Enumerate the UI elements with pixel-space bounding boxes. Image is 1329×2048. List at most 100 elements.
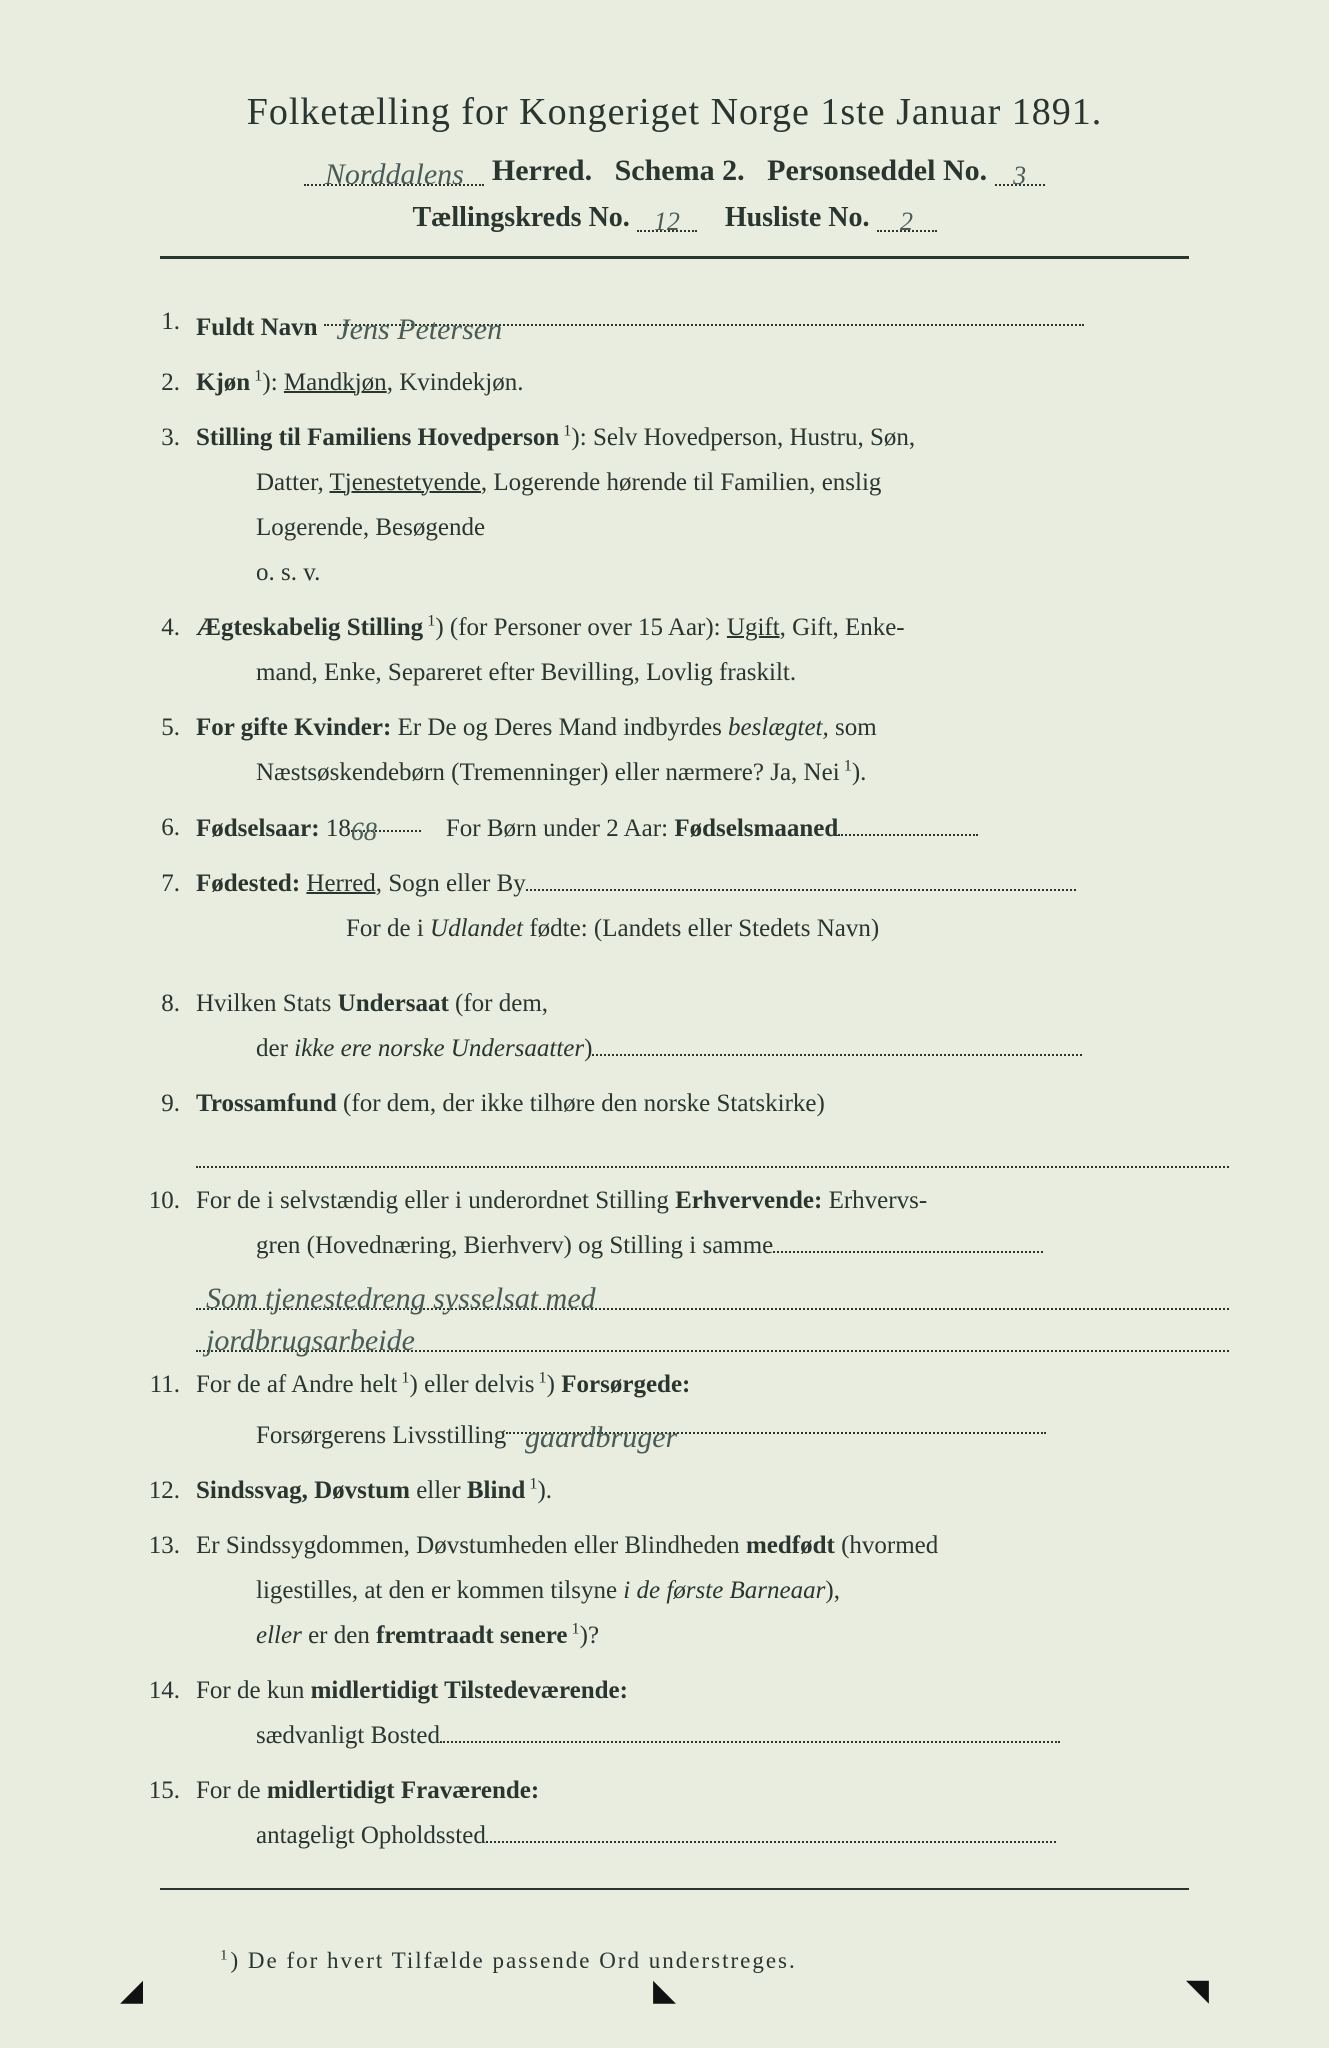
husliste-no-handwriting: 2 — [900, 207, 913, 236]
pin-icon: ◥ — [1186, 1973, 1209, 2008]
q7-opt-herred: Herred, — [306, 870, 382, 897]
q11-hand: gaardbruger — [525, 1421, 677, 1454]
q13-line2: ligestilles, at den er kommen tilsyne i … — [196, 1568, 1229, 1613]
q3-row: 3. Stilling til Familiens Hovedperson 1)… — [120, 415, 1229, 595]
q5-row: 5. For gifte Kvinder: Er De og Deres Man… — [120, 705, 1229, 795]
husliste-no-field: 2 — [877, 202, 937, 232]
q2-row: 2. Kjøn 1): Mandkjøn, Kvindekjøn. — [120, 360, 1229, 405]
q10-label: Erhvervende: — [675, 1187, 822, 1214]
q4-label: Ægteskabelig Stilling — [196, 614, 423, 641]
q2-num: 2. — [120, 360, 196, 405]
q6-month-field — [838, 809, 978, 836]
q13-num: 13. — [120, 1523, 196, 1658]
q14-row: 14. For de kun midlertidigt Tilstedevære… — [120, 1668, 1229, 1758]
person-no-field: 3 — [995, 154, 1045, 186]
q5-line2: Næstsøskendebørn (Tremenninger) eller næ… — [196, 750, 1229, 795]
header-rule — [160, 256, 1189, 259]
q12-num: 12. — [120, 1468, 196, 1513]
q8-row: 8. Hvilken Stats Undersaat (for dem, der… — [120, 981, 1229, 1071]
q7-line2: For de i Udlandet fødte: (Landets eller … — [196, 906, 1229, 951]
q3-line4: o. s. v. — [196, 550, 1229, 595]
q9-num: 9. — [120, 1081, 196, 1168]
q3-line3: Logerende, Besøgende — [196, 505, 1229, 550]
form-body: 1. Fuldt Navn Jens Petersen 2. Kjøn 1): … — [120, 299, 1229, 1981]
q8-label: Undersaat — [338, 990, 449, 1017]
pin-icon: ◣ — [653, 1973, 676, 2008]
q4-row: 4. Ægteskabelig Stilling 1) (for Persone… — [120, 605, 1229, 695]
form-header: Folketælling for Kongeriget Norge 1ste J… — [120, 90, 1229, 259]
schema-label: Schema 2. — [615, 154, 745, 187]
q6-year-field: 68 — [351, 805, 421, 832]
q15-label: midlertidigt Fraværende: — [267, 1777, 539, 1804]
q12-row: 12. Sindssvag, Døvstum eller Blind 1). — [120, 1468, 1229, 1513]
q5-num: 5. — [120, 705, 196, 795]
q4-num: 4. — [120, 605, 196, 695]
q1-num: 1. — [120, 299, 196, 350]
q13-row: 13. Er Sindssygdommen, Døvstumheden elle… — [120, 1523, 1229, 1658]
q6-label2: Fødselsmaaned — [674, 815, 838, 842]
q2-label: Kjøn — [196, 369, 250, 396]
q4-opt-ugift: Ugift, — [727, 614, 786, 641]
pin-icon: ◢ — [120, 1973, 143, 2008]
q12-label: Sindssvag, Døvstum — [196, 1477, 410, 1504]
q14-field — [440, 1716, 1060, 1743]
herred-label: Herred. — [492, 154, 592, 187]
q14-label: midlertidigt Tilstedeværende: — [311, 1677, 628, 1704]
personseddel-label: Personseddel No. — [767, 154, 987, 187]
q10-hand1: Som tjenestedreng sysselsat med — [206, 1272, 596, 1314]
kreds-no-field: 12 — [637, 202, 697, 232]
q10-line2: gren (Hovednæring, Bierhverv) og Stillin… — [196, 1223, 1229, 1268]
q7-num: 7. — [120, 861, 196, 951]
subsubtitle-line: Tællingskreds No. 12 Husliste No. 2 — [120, 202, 1229, 234]
q11-num: 11. — [120, 1362, 196, 1458]
q11-field: gaardbruger — [506, 1407, 1046, 1434]
q11-line2: Forsørgerens Livsstilling gaardbruger — [196, 1407, 1229, 1458]
q14-line2: sædvanligt Bosted — [196, 1713, 1229, 1758]
q6-label: Fødselsaar: — [196, 815, 320, 842]
q15-field — [486, 1816, 1056, 1843]
q4-sup: 1 — [423, 612, 435, 630]
q15-row: 15. For de midlertidigt Fraværende: anta… — [120, 1768, 1229, 1858]
binding-pins: ◢ ◣ ◥ — [0, 1973, 1329, 2008]
q15-num: 15. — [120, 1768, 196, 1858]
q11-row: 11. For de af Andre helt 1) eller delvis… — [120, 1362, 1229, 1458]
q6-year-hand: 68 — [351, 817, 377, 846]
q14-num: 14. — [120, 1668, 196, 1758]
q3-sup: 1 — [559, 422, 571, 440]
main-title: Folketælling for Kongeriget Norge 1ste J… — [120, 90, 1229, 134]
q2-opt-mandkjon: Mandkjøn — [284, 369, 387, 396]
herred-field: Norddalens — [304, 154, 484, 186]
q7-field — [526, 864, 1076, 891]
q3-opts-line1: Selv Hovedperson, Hustru, Søn, — [593, 424, 915, 451]
q8-field — [592, 1029, 1082, 1056]
q3-opt-tjenestetyende: Tjenestetyende, — [330, 469, 488, 496]
q11-label: Forsørgede: — [561, 1371, 690, 1398]
q1-handwriting: Jens Petersen — [336, 313, 502, 346]
q10-field1: Som tjenestedreng sysselsat med — [196, 1268, 1229, 1310]
q7-row: 7. Fødested: Herred, Sogn eller By For d… — [120, 861, 1229, 951]
q8-line2: der ikke ere norske Undersaatter) — [196, 1026, 1229, 1071]
q3-num: 3. — [120, 415, 196, 595]
q6-num: 6. — [120, 805, 196, 851]
q3-label: Stilling til Familiens Hovedperson — [196, 424, 559, 451]
footer-rule — [160, 1888, 1189, 1890]
q7-label: Fødested: — [196, 870, 300, 897]
q5-label: For gifte Kvinder: — [196, 714, 391, 741]
kreds-label: Tællingskreds No. — [412, 202, 629, 233]
q9-field — [196, 1126, 1229, 1168]
q10-field2: jordbrugsarbeide — [196, 1310, 1229, 1352]
q4-line2: mand, Enke, Separeret efter Bevilling, L… — [196, 650, 1229, 695]
q3-line2: Datter, Tjenestetyende, Logerende hørend… — [196, 460, 1229, 505]
herred-handwriting: Norddalens — [325, 158, 464, 191]
person-no-handwriting: 3 — [1013, 161, 1026, 190]
q10-hand2: jordbrugsarbeide — [206, 1314, 415, 1356]
q15-line2: antageligt Opholdssted — [196, 1813, 1229, 1858]
q8-num: 8. — [120, 981, 196, 1071]
q9-row: 9. Trossamfund (for dem, der ikke tilhør… — [120, 1081, 1229, 1168]
subtitle-line: Norddalens Herred. Schema 2. Personsedde… — [120, 154, 1229, 188]
q2-opt-kvindekjon: Kvindekjøn. — [399, 369, 523, 396]
q13-line3: eller er den fremtraadt senere 1)? — [196, 1613, 1229, 1658]
q2-sup: 1 — [250, 367, 262, 385]
q10-row: 10. For de i selvstændig eller i underor… — [120, 1178, 1229, 1352]
q1-field: Jens Petersen — [324, 299, 1084, 326]
